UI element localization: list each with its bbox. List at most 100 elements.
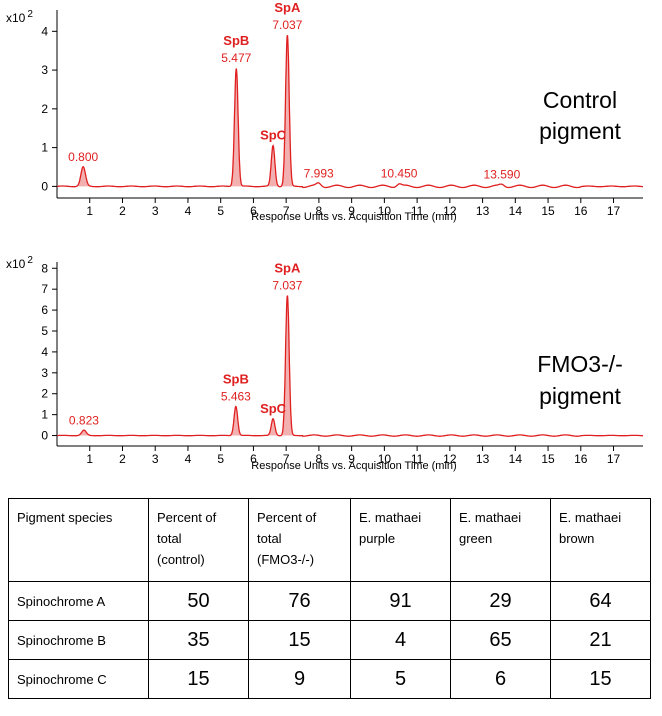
x-tick-label: 17: [607, 204, 621, 218]
y-tick-label: 8: [41, 261, 48, 275]
y-tick-label: 1: [41, 408, 48, 422]
y-tick-label: 7: [41, 282, 48, 296]
peak-retention-label: 0.800: [68, 150, 98, 164]
peak-retention-label: 5.477: [221, 51, 251, 65]
y-tick-label: 0: [41, 179, 48, 193]
value-cell: 15: [248, 620, 351, 660]
row-label-cell: Spinochrome C: [8, 659, 149, 699]
x-tick-label: 15: [541, 452, 555, 466]
peak-retention-label: 7.037: [272, 278, 302, 292]
x-tick-label: 14: [509, 452, 523, 466]
x-tick-label: 3: [152, 452, 159, 466]
x-tick-label: 13: [476, 204, 490, 218]
chromatogram-control: x10 2 0 1 2 3 4 1 2 3 4 5 6 7 8 9 10 11 12 13 14 15 16 17 Respon…: [0, 0, 662, 232]
peak-name-label: SpB: [223, 33, 249, 48]
chromatogram-fmo3: x10 2 0 1 2 3 4 5 6 7 8 1 2 3 4 5 6 7 8 9 10 11 12 13 14 15 16 17 Re…: [0, 236, 662, 482]
chromatogram-trace: [57, 295, 643, 437]
table-row: Spinochrome C 15 9 5 6 15: [8, 659, 651, 699]
sample-label: pigment: [539, 383, 621, 409]
x-tick-label: 10: [378, 452, 392, 466]
peak-name-label: SpA: [274, 0, 301, 15]
value-cell: 5: [350, 659, 451, 699]
x-tick-label: 3: [152, 204, 159, 218]
table-header-cell: Pigment species: [8, 498, 149, 582]
x-tick-label: 9: [348, 204, 355, 218]
header-line: E. mathaei: [359, 510, 422, 525]
x-tick-label: 8: [316, 452, 323, 466]
sample-label: Control: [543, 87, 617, 113]
y-multiplier-label: x10 2: [6, 255, 33, 271]
value-cell: 65: [450, 620, 551, 660]
chromatogram-trace: [56, 34, 643, 189]
pigment-table: Pigment species Percent of total (control) P…: [8, 498, 651, 699]
x-tick-label: 5: [217, 204, 224, 218]
value-cell: 15: [550, 659, 651, 699]
table-body: Spinochrome A 50 76 91 29 64 Spinochrome B 35 15…: [8, 581, 651, 699]
y-multiplier-exponent: 2: [27, 255, 33, 266]
table-row: Spinochrome A 50 76 91 29 64: [8, 581, 651, 621]
y-tick-label: 5: [41, 324, 48, 338]
value-cell: 35: [148, 620, 249, 660]
x-tick-label: 16: [574, 452, 588, 466]
x-tick-label: 7: [283, 452, 290, 466]
peak-name-label: SpC: [260, 128, 287, 143]
table-header-cell: E. mathaei purple: [350, 498, 451, 582]
header-line: brown: [559, 531, 595, 546]
table-row: Spinochrome B 35 15 4 65 21: [8, 620, 651, 660]
value-cell: 4: [350, 620, 451, 660]
peak-retention-label: 5.463: [221, 389, 251, 403]
table-header-cell: E. mathaei green: [450, 498, 551, 582]
header-line: total: [157, 531, 182, 546]
x-tick-label: 6: [250, 204, 257, 218]
x-axis-title: Response Units vs. Acquisition Time (min…: [251, 211, 456, 223]
peak-retention-label: 13.590: [484, 167, 521, 181]
peak-name-label: SpA: [274, 260, 301, 275]
x-tick-label: 12: [443, 452, 457, 466]
header-line: purple: [359, 531, 396, 546]
table-header-row: Pigment species Percent of total (control) P…: [8, 498, 651, 582]
x-tick-label: 4: [185, 204, 192, 218]
value-cell: 50: [148, 581, 249, 621]
x-tick-label: 11: [411, 204, 424, 218]
x-tick-label: 5: [217, 452, 224, 466]
x-tick-label: 8: [316, 204, 323, 218]
x-tick-label: 12: [443, 204, 457, 218]
value-cell: 64: [550, 581, 651, 621]
row-label-cell: Spinochrome B: [8, 620, 149, 660]
sample-label: pigment: [539, 118, 621, 144]
header-line: Pigment species: [17, 510, 113, 525]
value-cell: 91: [350, 581, 451, 621]
value-cell: 76: [248, 581, 351, 621]
header-line: green: [459, 531, 493, 546]
value-cell: 21: [550, 620, 651, 660]
y-multiplier-label: x10 2: [6, 9, 33, 25]
x-tick-label: 10: [378, 204, 392, 218]
header-line: E. mathaei: [459, 510, 522, 525]
y-multiplier-exponent: 2: [27, 9, 33, 20]
x-tick-label: 7: [283, 204, 290, 218]
peak-retention-label: 7.037: [272, 18, 302, 32]
y-tick-label: 4: [41, 345, 48, 359]
x-axis-title: Response Units vs. Acquisition Time (min…: [251, 460, 456, 472]
x-tick-label: 2: [119, 452, 126, 466]
x-tick-label: 17: [607, 452, 621, 466]
x-tick-label: 14: [509, 204, 523, 218]
header-line: (FMO3-/-): [257, 552, 315, 567]
peak-retention-label: 10.450: [381, 167, 418, 181]
x-tick-label: 6: [250, 452, 257, 466]
peak-name-label: SpC: [260, 401, 287, 416]
pigment-species-table: Pigment species Percent of total (control) P…: [8, 498, 651, 699]
value-cell: 9: [248, 659, 351, 699]
x-tick-label: 4: [185, 452, 192, 466]
y-tick-label: 3: [41, 366, 48, 380]
y-tick-label: 0: [41, 429, 48, 443]
x-tick-label: 1: [86, 452, 93, 466]
value-cell: 6: [450, 659, 551, 699]
x-tick-label: 15: [541, 204, 555, 218]
header-line: E. mathaei: [559, 510, 622, 525]
header-line: Percent of: [257, 510, 317, 525]
value-cell: 15: [148, 659, 249, 699]
table-header-cell: Percent of total (control): [148, 498, 249, 582]
